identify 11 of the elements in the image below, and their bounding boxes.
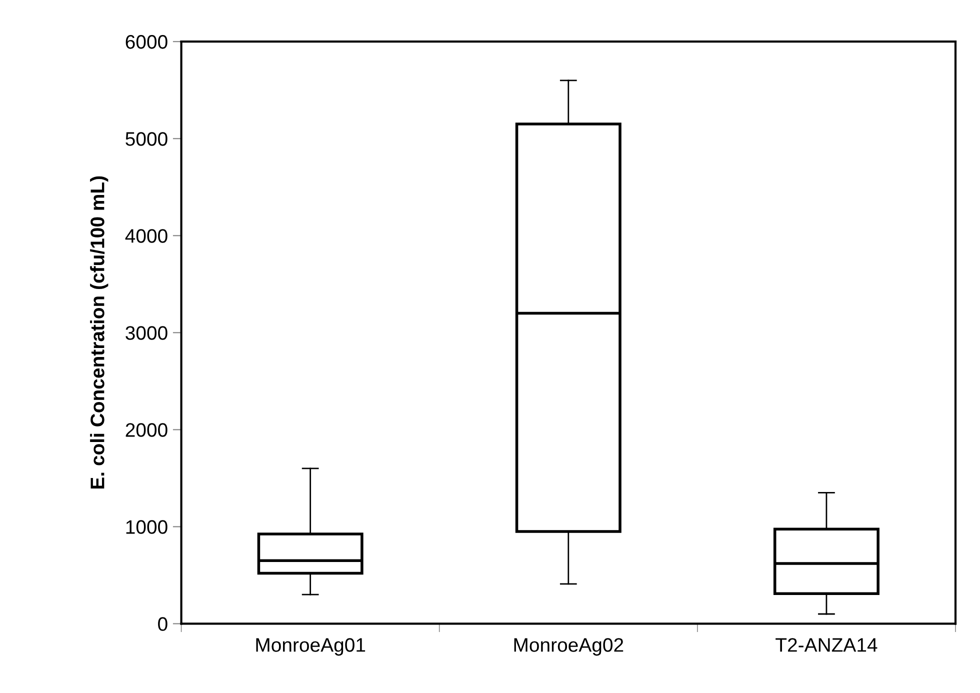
y-tick-label: 6000: [126, 35, 168, 49]
x-tick-label: MonroeAg02: [514, 638, 624, 656]
x-tick-label: MonroeAg01: [256, 638, 366, 656]
y-tick-label: 1000: [126, 520, 168, 534]
y-axis-title: E. coli Concentration (cfu/100 mL): [90, 176, 108, 489]
y-tick-label: 0: [158, 617, 168, 631]
y-tick-label: 4000: [125, 229, 168, 243]
y-tick-label: 5000: [126, 132, 168, 146]
x-tick-label: T2-ANZA14: [776, 638, 878, 652]
y-tick-label: 3000: [126, 326, 168, 340]
y-tick-label: 2000: [126, 423, 168, 437]
